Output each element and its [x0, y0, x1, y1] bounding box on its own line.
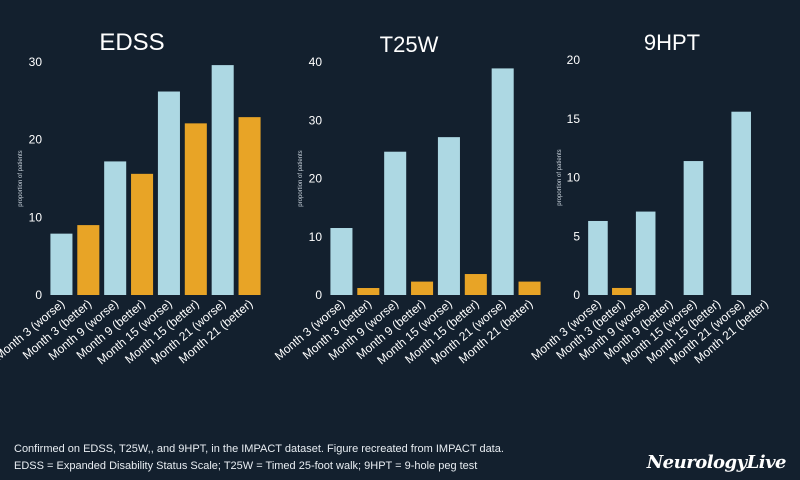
bar [104, 161, 127, 295]
y-tick-label: 15 [567, 112, 581, 126]
bar [238, 117, 261, 295]
bar [157, 91, 180, 295]
y-tick-label: 10 [29, 210, 43, 224]
bar [411, 281, 434, 295]
footer-abbreviations: EDSS = Expanded Disability Status Scale;… [14, 460, 478, 472]
y-tick-label: 5 [573, 229, 580, 243]
y-tick-label: 30 [29, 55, 43, 69]
bar [77, 225, 100, 295]
bar [384, 151, 407, 295]
bar [635, 211, 656, 295]
brand-logo: NeurologyLive [646, 452, 787, 473]
chart-title: T25W [380, 32, 439, 57]
y-tick-label: 20 [29, 133, 43, 147]
y-tick-label: 20 [309, 172, 323, 186]
chart-title: 9HPT [644, 30, 700, 55]
bar [683, 161, 704, 295]
y-axis-label: proportion of patients [557, 149, 563, 205]
y-tick-label: 0 [35, 288, 42, 302]
bar [518, 281, 541, 295]
bar [357, 288, 380, 295]
y-axis-label: proportion of patients [18, 150, 24, 206]
bar [464, 274, 487, 295]
y-tick-label: 20 [567, 53, 581, 67]
y-tick-label: 30 [309, 113, 323, 127]
y-tick-label: 0 [573, 288, 580, 302]
y-tick-label: 10 [567, 171, 581, 185]
chart-title: EDSS [99, 29, 164, 56]
bar [491, 68, 514, 295]
footer-caption: Confirmed on EDSS, T25W,, and 9HPT, in t… [14, 443, 504, 455]
bar [731, 111, 751, 295]
bar [330, 228, 353, 295]
bar [588, 220, 608, 295]
bar [131, 173, 154, 295]
bar [437, 137, 460, 295]
bar [612, 287, 632, 295]
bar [50, 233, 73, 295]
y-tick-label: 40 [309, 55, 323, 69]
y-tick-label: 10 [309, 230, 323, 244]
bar [184, 123, 207, 296]
y-axis-label: proportion of patients [298, 150, 304, 206]
y-tick-label: 0 [315, 288, 322, 302]
bar [211, 65, 234, 296]
